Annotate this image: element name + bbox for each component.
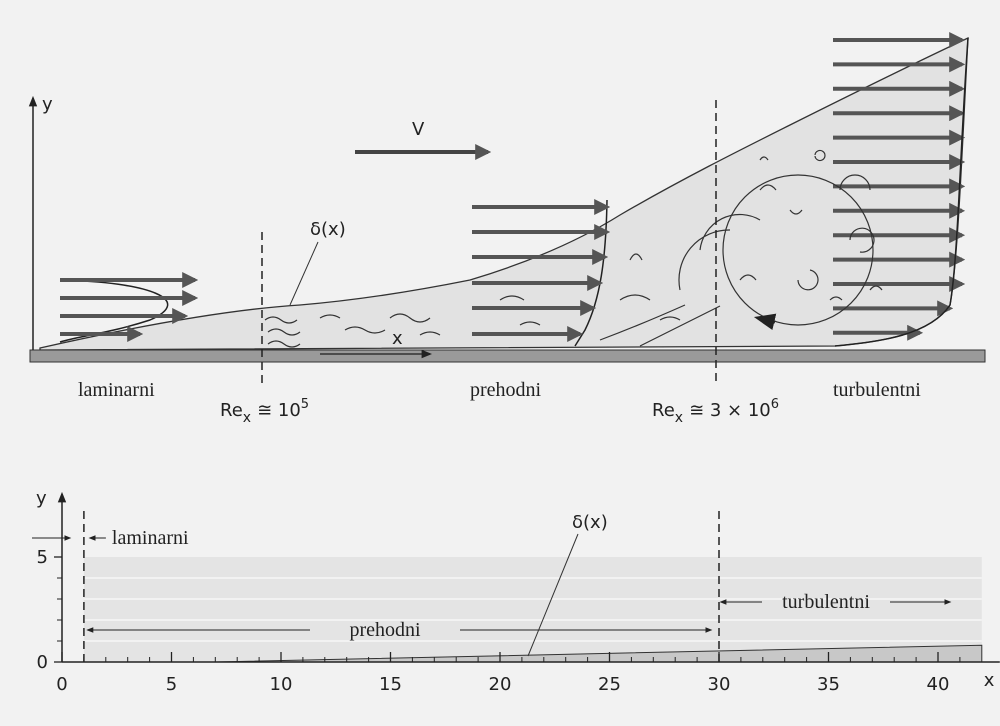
re-sub: x: [675, 410, 683, 426]
top-diagram: y V δ(x) x laminarni prehodni turbulentn…: [28, 32, 986, 426]
turbulent-profile: [834, 37, 969, 347]
y-label: y: [42, 94, 53, 115]
eddies: [264, 149, 883, 348]
x-label: x: [984, 670, 995, 691]
y-tick-label: 5: [37, 547, 48, 568]
delta-label: δ(x): [310, 219, 346, 240]
region-label: prehodni: [349, 619, 421, 641]
re-sup: 6: [771, 397, 779, 412]
x-tick-label: 30: [708, 674, 731, 695]
x-label: x: [392, 328, 403, 349]
delta-leader: [289, 241, 319, 306]
velocity-arrows: [60, 199, 611, 342]
re-text: ≅ 3 × 10: [689, 400, 771, 421]
re-sup: 5: [301, 397, 309, 412]
y-tick-label: 0: [37, 652, 48, 673]
reynolds-laminar: Rex ≅ 105: [220, 397, 309, 426]
delta-label: δ(x): [572, 512, 608, 533]
velocity-label: V: [412, 119, 425, 140]
x-tick-label: 40: [927, 674, 950, 695]
x-tick-label: 15: [379, 674, 402, 695]
re-text: ≅ 10: [257, 400, 301, 421]
delta-leader: [527, 533, 579, 657]
x-tick-label: 35: [817, 674, 840, 695]
re-sub: x: [243, 410, 251, 426]
reynolds-turbulent: Rex ≅ 3 × 106: [652, 397, 779, 426]
region-label: prehodni: [470, 379, 542, 401]
plate: [29, 349, 986, 363]
turbulent-arrows: [833, 32, 966, 341]
x-tick-label: 10: [270, 674, 293, 695]
bottom-chart: y x 0 5 10 15 20 25 30 35 40 0 5 laminarni prehodni tur…: [32, 488, 1000, 695]
eddy-arrow: [753, 313, 777, 331]
region-label: laminarni: [78, 379, 155, 401]
re-base: Re: [652, 400, 675, 421]
region-label: turbulentni: [833, 379, 921, 401]
large-eddy: [722, 174, 874, 326]
y-label: y: [36, 488, 47, 509]
boundary-layer: [215, 644, 983, 663]
x-tick-label: 20: [489, 674, 512, 695]
region-label: laminarni: [112, 527, 189, 549]
eddy-strokes: [264, 149, 883, 348]
x-tick-label: 5: [166, 674, 177, 695]
re-base: Re: [220, 400, 243, 421]
region-label: turbulentni: [782, 591, 870, 613]
x-tick-label: 25: [598, 674, 621, 695]
x-tick-label: 0: [56, 674, 67, 695]
